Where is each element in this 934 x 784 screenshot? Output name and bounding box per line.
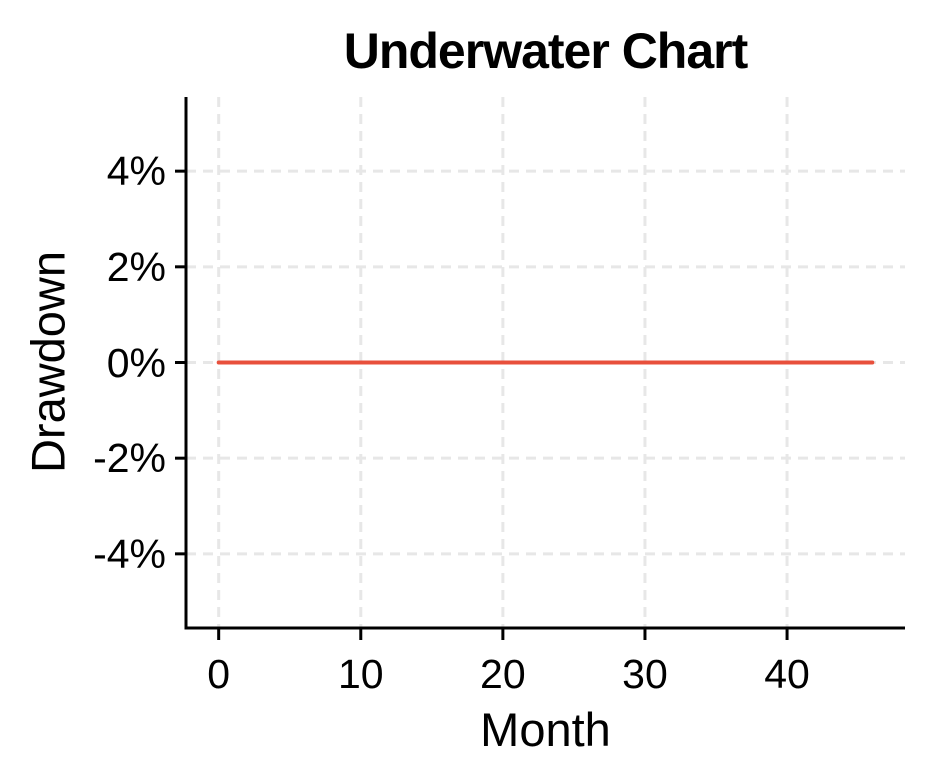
y-tick-label: 0% (106, 339, 166, 386)
chart-title: Underwater Chart (343, 23, 749, 79)
y-tick-label: -2% (93, 435, 166, 482)
x-tick-label: 10 (337, 651, 384, 697)
y-tick-label: -4% (93, 530, 166, 577)
x-axis-label: Month (480, 703, 611, 756)
x-tick-label: 0 (207, 651, 231, 697)
y-tick-label: 4% (106, 148, 166, 195)
x-tick-label: 40 (764, 651, 810, 697)
y-tick-label: 2% (106, 243, 166, 290)
x-tick-label: 20 (480, 651, 526, 697)
x-tick-label: 30 (622, 651, 668, 697)
